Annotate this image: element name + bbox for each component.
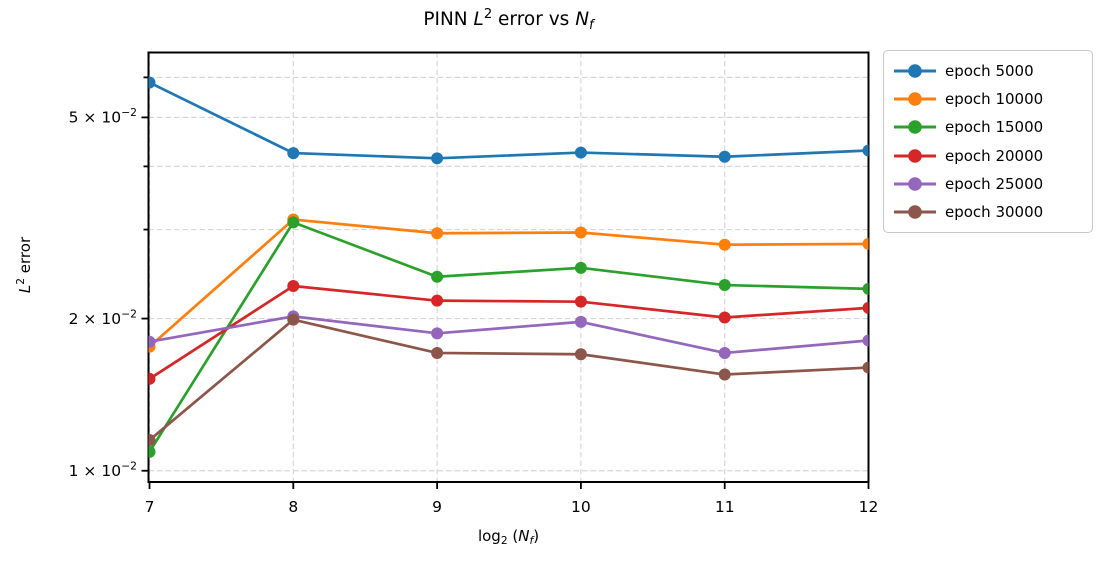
legend-label: epoch 30000 [945,203,1044,222]
tick-marks [141,76,870,489]
data-point [431,152,444,165]
text-fragment: log [477,527,501,545]
text-fragment: L [16,284,34,294]
chart-title: PINN L2 error vs Nf [148,6,869,33]
data-point [862,282,869,295]
data-point [718,150,731,163]
data-point [148,445,156,458]
data-point [287,313,300,326]
legend-box: epoch 5000 epoch 10000 epoch 15000 epoch 20… [883,50,1093,234]
data-point [862,144,869,157]
data-point [431,270,444,283]
x-axis-label: log2 (Nf) [148,527,869,547]
x-tick-label: 8 [288,498,298,516]
text-fragment: error vs [492,9,576,30]
data-point [431,327,444,340]
text-fragment: error [16,236,34,278]
data-point [862,301,869,314]
text-fragment: 2 [500,533,508,547]
y-tick-label: 1 × 10−2 [69,459,137,480]
series-epoch-15000 [148,216,869,458]
legend-label: epoch 25000 [945,174,1044,193]
text-fragment: f [589,17,594,33]
data-point [574,146,587,159]
series-line [148,284,869,381]
legend-label: epoch 5000 [945,62,1034,81]
data-point [287,147,300,160]
data-point [431,346,444,359]
tick-labels: 7 8 9 10 11 12 1 × 10−2 2 × 10−2 5 × 10−2 [69,106,879,516]
legend-item: epoch 20000 [893,142,1084,170]
series-epoch-30000 [148,313,869,447]
data-point [574,348,587,361]
text-fragment: PINN [423,9,474,30]
legend-line-marker-swatch [894,120,936,135]
legend-item: epoch 15000 [893,113,1084,141]
plot-series [148,76,869,458]
data-point [574,295,587,308]
text-fragment: ( [507,527,519,545]
series-line [148,318,869,442]
legend-item: epoch 10000 [893,85,1084,113]
data-point [574,315,587,328]
data-point [574,261,587,274]
series-epoch-5000 [148,76,869,165]
legend-label: epoch 15000 [945,118,1044,137]
x-tick-label: 7 [145,498,155,516]
text-fragment: 2 [483,6,493,22]
data-point [574,226,587,239]
y-axis-label: L2 error [14,236,34,294]
legend-line-marker-swatch [894,177,936,191]
data-point [431,294,444,307]
series-line [148,221,869,454]
series-line [148,218,869,348]
x-tick-label: 9 [432,498,442,516]
data-point [718,238,731,251]
data-point [862,361,869,374]
data-point [862,334,869,347]
data-point [718,368,731,381]
data-point [148,76,156,89]
data-point [862,237,869,250]
data-point [718,279,731,292]
x-tick-label: 11 [715,498,735,516]
x-tick-label: 12 [859,498,879,516]
data-point [148,372,156,385]
text-fragment: 2 [14,277,28,285]
legend-line-marker-swatch [894,64,936,78]
y-tick-label: 5 × 10−2 [69,106,137,127]
series-epoch-20000 [148,279,869,385]
legend-item: epoch 5000 [893,57,1084,85]
data-point [148,434,156,447]
y-tick-label: 2 × 10−2 [69,307,137,328]
text-fragment: ) [533,527,540,545]
data-point [718,311,731,324]
legend-label: epoch 10000 [945,90,1044,109]
data-point [148,335,156,348]
text-fragment: f [529,533,534,547]
text-fragment: N [575,9,590,30]
data-point [287,216,300,229]
gridlines [148,52,870,482]
text-fragment: N [518,527,530,545]
legend-item: epoch 25000 [893,170,1084,198]
data-point [287,279,300,292]
axes-spines [147,51,870,483]
legend-line-marker-swatch [894,205,936,219]
legend-label: epoch 20000 [945,146,1044,165]
data-point [431,227,444,240]
legend-item: epoch 30000 [893,198,1084,226]
legend-line-marker-swatch [894,148,936,163]
x-tick-label: 10 [571,498,591,516]
series-line [148,315,869,355]
legend-line-marker-swatch [894,92,936,107]
text-fragment: L [473,9,484,30]
series-line [148,81,869,160]
data-point [718,346,731,359]
